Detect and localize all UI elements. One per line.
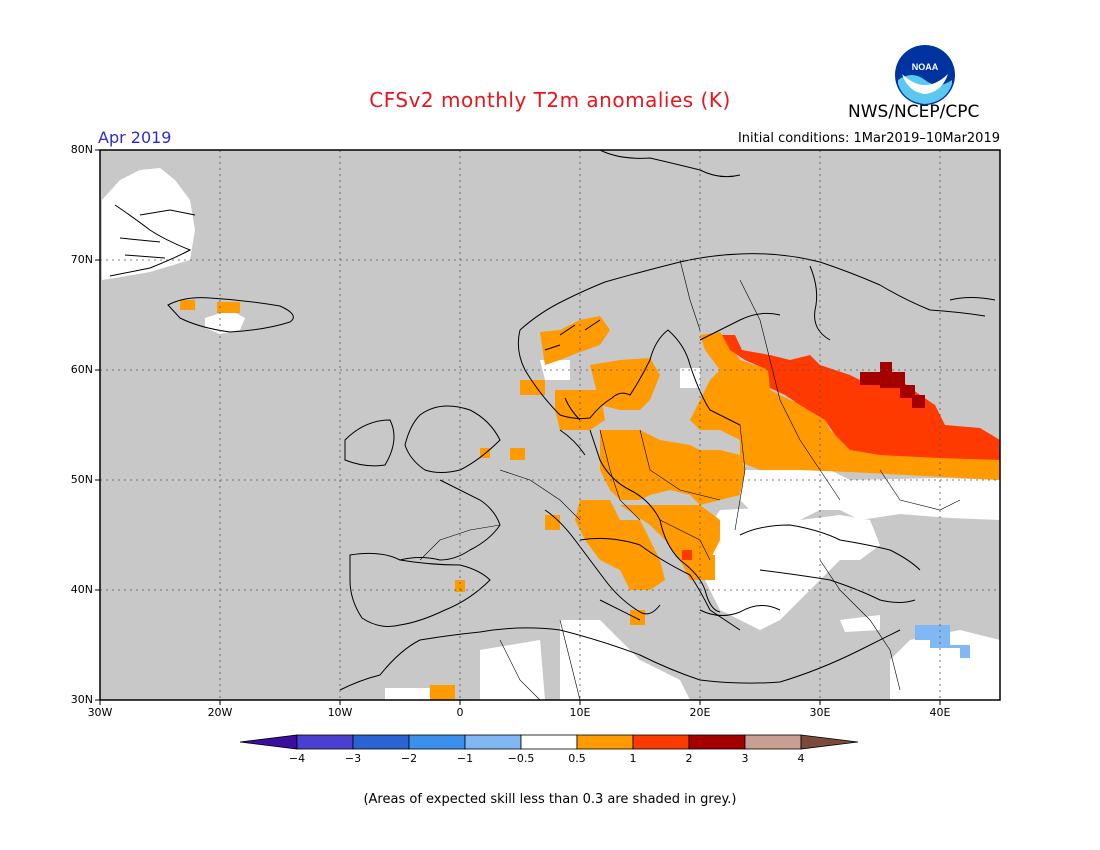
colorbar-label: −2 (400, 752, 418, 765)
lat-label-60n: 60N (70, 363, 93, 376)
colorbar-label: −3 (344, 752, 362, 765)
map-frame (99, 149, 1001, 701)
lon-label-30e: 30E (809, 706, 831, 719)
forecast-month: Apr 2019 (98, 128, 172, 147)
red-orange-anomaly-cells (682, 335, 1000, 560)
lon-label-40e: 40E (929, 706, 951, 719)
colorbar-swatch (352, 734, 410, 750)
organization-label: NWS/NCEP/CPC (848, 102, 980, 122)
axis-ticks (95, 149, 941, 705)
lat-label-80n: 80N (70, 143, 93, 156)
colorbar-swatches (239, 734, 859, 750)
colorbar-swatch (632, 734, 690, 750)
colorbar-swatch (408, 734, 466, 750)
map-title: CFSv2 monthly T2m anomalies (K) (369, 88, 731, 112)
orange-anomaly-cells (180, 300, 1000, 700)
colorbar-right-arrow (800, 734, 859, 750)
lon-label-10e: 10E (569, 706, 591, 719)
initial-conditions: Initial conditions: 1Mar2019–10Mar2019 (737, 131, 1000, 146)
lon-label-0: 0 (456, 706, 464, 719)
lat-label-50n: 50N (70, 473, 93, 486)
lat-label-70n: 70N (70, 253, 93, 266)
noaa-logo: NOAA (894, 44, 956, 110)
colorbar-label: −1 (456, 752, 474, 765)
colorbar-label: 1 (629, 752, 637, 765)
lon-label-30w: 30W (87, 706, 113, 719)
lon-label-10w: 10W (327, 706, 353, 719)
colorbar-swatch (744, 734, 802, 750)
colorbar-swatch (296, 734, 354, 750)
white-anomaly-cells (102, 168, 1000, 700)
logo-text: NOAA (912, 62, 939, 72)
colorbar-left-arrow (239, 734, 298, 750)
lon-label-20w: 20W (207, 706, 233, 719)
colorbar-label: −4 (288, 752, 306, 765)
light-blue-anomaly-cells (915, 625, 970, 658)
skill-note: (Areas of expected skill less than 0.3 a… (363, 792, 737, 807)
colorbar-label: 4 (797, 752, 805, 765)
colorbar-swatch (520, 734, 578, 750)
lon-label-20e: 20E (689, 706, 711, 719)
lat-label-30n: 30N (70, 693, 93, 706)
dark-red-anomaly-cells (860, 362, 925, 408)
colorbar-swatch (576, 734, 634, 750)
graticule (100, 150, 1000, 700)
colorbar-swatch (688, 734, 746, 750)
colorbar-label: 0.5 (568, 752, 586, 765)
colorbar-label: 3 (741, 752, 749, 765)
lat-label-40n: 40N (70, 583, 93, 596)
colorbar-label: 2 (685, 752, 693, 765)
colorbar-swatch (464, 734, 522, 750)
colorbar-label: −0.5 (507, 752, 535, 765)
